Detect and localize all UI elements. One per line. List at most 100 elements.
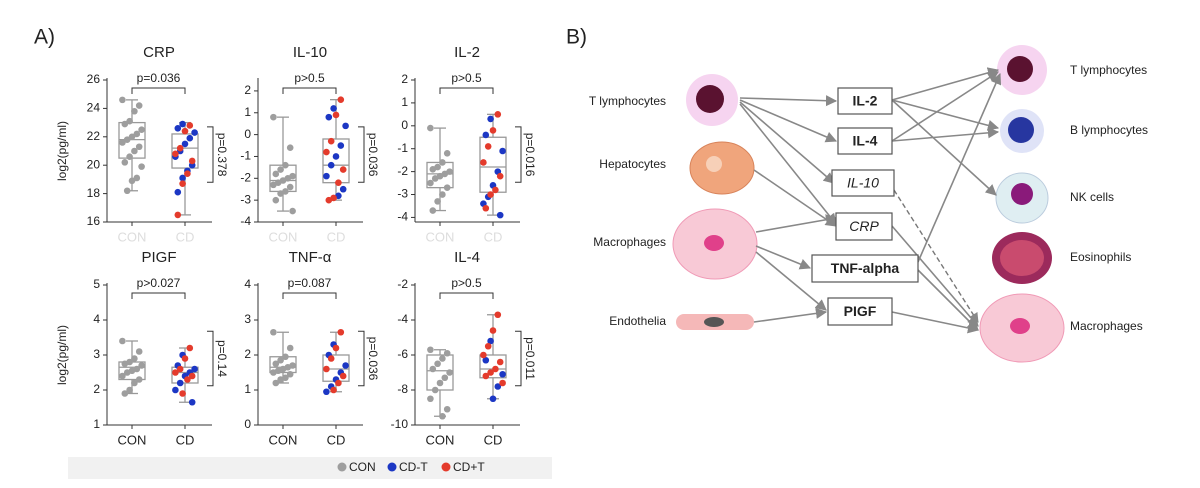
data-point — [286, 370, 294, 378]
data-point — [332, 344, 340, 352]
source-label: Macrophages — [593, 235, 666, 249]
y-tick-label: 4 — [93, 312, 100, 326]
data-point — [286, 344, 294, 352]
y-tick-label: -4 — [397, 210, 408, 224]
icon-nk-cell — [1011, 183, 1033, 205]
data-point — [499, 147, 506, 155]
y-tick-label: -4 — [397, 312, 408, 326]
mediator-box — [831, 169, 895, 197]
p-value: p=0.016 — [523, 133, 537, 177]
arrow — [739, 103, 837, 225]
data-point — [172, 369, 179, 376]
y-tick-label: -3 — [397, 187, 408, 201]
data-point — [119, 372, 126, 380]
data-point — [441, 374, 449, 382]
data-point — [489, 327, 497, 334]
data-point — [131, 107, 138, 115]
y-tick-label: 16 — [87, 214, 101, 228]
data-point — [434, 198, 441, 205]
y-tick-label: 18 — [87, 186, 101, 200]
box — [426, 354, 454, 391]
data-point — [337, 142, 345, 149]
mediator-box — [827, 297, 893, 326]
arrow — [753, 307, 828, 323]
y-tick-label: 0 — [401, 118, 408, 132]
y-tick-label: 1 — [401, 95, 408, 109]
data-point — [492, 365, 499, 373]
arrow — [755, 245, 812, 270]
data-point — [427, 395, 434, 403]
legend-label: CD-T — [399, 460, 428, 474]
data-point — [431, 386, 439, 394]
data-point — [135, 102, 143, 109]
arrow — [755, 251, 827, 311]
data-point — [494, 383, 502, 390]
arrow — [917, 72, 1002, 263]
data-point — [191, 129, 198, 136]
data-point — [282, 161, 289, 169]
data-point — [446, 369, 453, 376]
data-point — [286, 183, 294, 191]
data-point — [335, 379, 342, 387]
data-point — [191, 365, 198, 373]
data-point — [434, 360, 441, 368]
data-point — [482, 204, 490, 212]
y-tick-label: -4 — [240, 214, 251, 228]
data-point — [188, 157, 196, 165]
box — [171, 366, 199, 384]
data-point — [138, 126, 145, 133]
data-point — [494, 111, 502, 118]
data-point — [119, 96, 126, 104]
bracket — [131, 292, 186, 299]
data-point — [128, 133, 136, 141]
y-tick-label: -6 — [397, 347, 408, 361]
data-point — [272, 196, 280, 204]
data-point — [119, 139, 126, 146]
data-point — [489, 127, 497, 134]
data-point — [186, 344, 194, 352]
y-tick-label: -1 — [240, 149, 251, 163]
data-point — [439, 355, 446, 362]
arrow — [739, 101, 835, 184]
data-point — [126, 117, 133, 125]
icon-endothelium — [704, 317, 724, 327]
data-point — [335, 179, 342, 186]
data-point — [332, 111, 340, 119]
data-point — [186, 134, 194, 142]
data-point — [327, 355, 335, 362]
data-point — [277, 356, 284, 364]
data-point — [443, 349, 451, 357]
legend-label: CON — [349, 460, 376, 474]
data-point — [443, 149, 451, 157]
arrow — [891, 127, 1000, 142]
icon-hepatocyte — [689, 141, 755, 195]
bracket — [131, 87, 186, 94]
data-point — [489, 395, 497, 403]
data-point — [188, 398, 196, 406]
source-label: Endothelia — [609, 314, 666, 328]
y-tick-label: 2 — [244, 83, 251, 97]
y-tick-label: -3 — [240, 192, 251, 206]
data-point — [179, 180, 186, 187]
data-point — [270, 181, 277, 189]
data-point — [181, 140, 189, 148]
x-tick-label: CON — [118, 432, 147, 447]
x-tick-label: CON — [426, 432, 455, 447]
data-point — [332, 153, 340, 160]
icon-t-cell — [696, 85, 724, 113]
bracket — [207, 126, 214, 183]
mediator-label: IL-10 — [847, 175, 879, 191]
arrow — [739, 99, 838, 143]
data-point — [138, 163, 145, 170]
data-point — [323, 365, 330, 373]
data-point — [339, 185, 347, 193]
data-point — [323, 388, 330, 396]
mediator-label: IL-2 — [853, 93, 878, 109]
data-point — [323, 148, 330, 156]
data-point — [176, 365, 184, 373]
data-point — [135, 143, 143, 151]
legend-marker — [387, 462, 397, 472]
mediator-label: CRP — [849, 218, 879, 234]
data-point — [339, 166, 347, 173]
